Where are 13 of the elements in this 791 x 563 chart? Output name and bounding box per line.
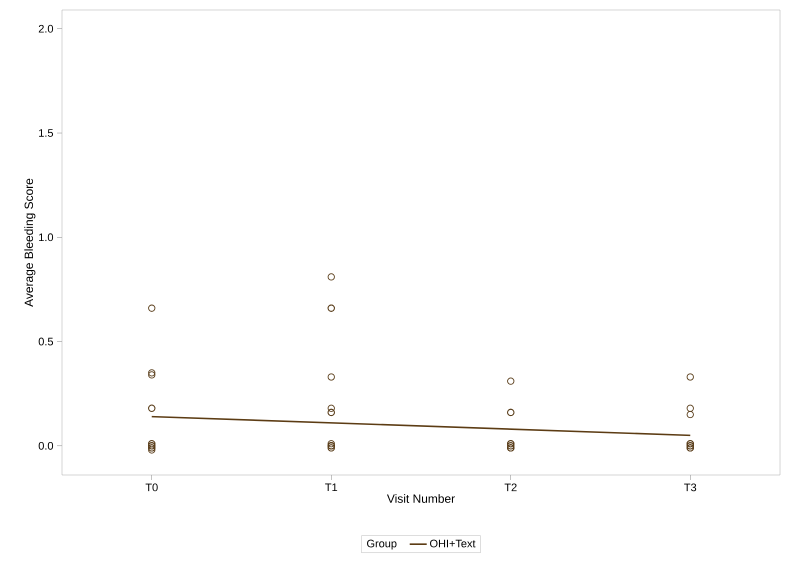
y-axis-title: Average Bleeding Score: [24, 178, 36, 307]
x-tick-label: T3: [684, 484, 696, 492]
y-tick-label: 1.0: [39, 233, 54, 242]
y-tick-label: 0.0: [38, 442, 54, 450]
x-tick-label: T1: [325, 484, 338, 492]
y-tick-label: 1.5: [39, 129, 54, 137]
y-tick-label: 0.5: [38, 338, 54, 346]
legend-title: Group: [367, 540, 396, 550]
legend-label: OHI+Text: [430, 540, 476, 548]
x-axis-title: Visit Number: [386, 494, 455, 503]
x-tick-label: T0: [146, 484, 158, 492]
y-tick-label: 2.0: [38, 24, 54, 33]
x-tick-label: T2: [504, 484, 517, 492]
